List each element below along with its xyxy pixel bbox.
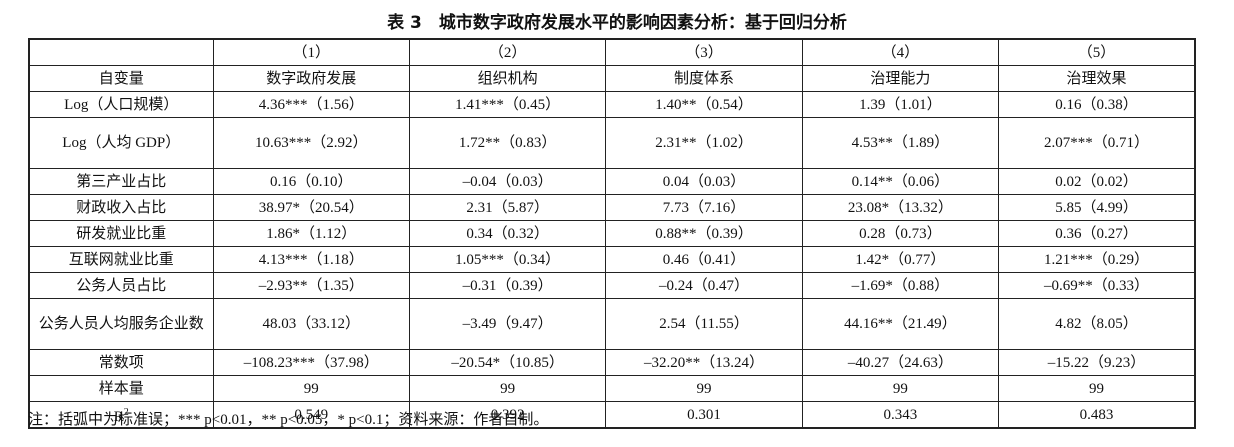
model-number: （1） <box>212 38 410 66</box>
cell: 0.16（0.10） <box>212 168 410 195</box>
header-row: 自变量 数字政府发展 组织机构 制度体系 治理能力 治理效果 <box>28 65 1196 92</box>
row-label: 财政收入占比 <box>28 194 214 221</box>
header-cell: 组织机构 <box>408 65 607 92</box>
cell: 4.13***（1.18） <box>212 246 410 273</box>
cell: 1.86*（1.12） <box>212 220 410 247</box>
model-number: （4） <box>801 38 1000 66</box>
row-label: 常数项 <box>28 349 214 376</box>
cell: 0.02（0.02） <box>998 168 1196 195</box>
cell: 99 <box>801 375 1000 402</box>
data-row: 样本量 99 99 99 99 99 <box>28 375 1196 402</box>
data-row: Log（人口规模） 4.36***（1.56） 1.41***（0.45） 1.40*… <box>28 91 1196 118</box>
row-label: 样本量 <box>28 375 214 402</box>
cell: 0.34（0.32） <box>408 220 607 247</box>
cell: –1.69*（0.88） <box>801 272 1000 299</box>
cell: –15.22（9.23） <box>998 349 1196 376</box>
table-note: 注：括弧中为标准误；*** p<0.01，** p<0.05，* p<0.1；资… <box>28 412 549 428</box>
corner-cell <box>28 38 214 66</box>
data-row: 公务人员占比 –2.93**（1.35） –0.31（0.39） –0.24（0.47… <box>28 272 1196 299</box>
data-row: 公务人员人均服务企业数 48.03（33.12） –3.49（9.47） 2.54（1… <box>28 298 1196 350</box>
cell: –2.93**（1.35） <box>212 272 410 299</box>
table-title: 表 3 城市数字政府发展水平的影响因素分析：基于回归分析 <box>387 13 847 33</box>
header-cell: 制度体系 <box>605 65 803 92</box>
cell: 0.14**（0.06） <box>801 168 1000 195</box>
cell: 4.53**（1.89） <box>801 117 1000 169</box>
cell: –40.27（24.63） <box>801 349 1000 376</box>
cell: 0.36（0.27） <box>998 220 1196 247</box>
cell: 0.28（0.73） <box>801 220 1000 247</box>
cell: 10.63***（2.92） <box>212 117 410 169</box>
row-label: R2 <box>28 401 214 429</box>
cell: 48.03（33.12） <box>212 298 410 350</box>
cell: 0.301 <box>605 401 803 429</box>
cell: 23.08*（13.32） <box>801 194 1000 221</box>
cell: 2.31（5.87） <box>408 194 607 221</box>
model-number: （3） <box>605 38 803 66</box>
cell: –108.23***（37.98） <box>212 349 410 376</box>
cell: –0.69**（0.33） <box>998 272 1196 299</box>
cell: –3.49（9.47） <box>408 298 607 350</box>
cell: 0.483 <box>998 401 1196 429</box>
cell: 1.21***（0.29） <box>998 246 1196 273</box>
regression-table: （1） （2） （3） （4） （5） 自变量 数字政府发展 组织机构 制度体系 治理能力 治理效果… <box>28 38 1196 429</box>
header-cell: 自变量 <box>28 65 214 92</box>
cell: 0.392 <box>408 401 607 429</box>
cell: –0.31（0.39） <box>408 272 607 299</box>
cell: –0.24（0.47） <box>605 272 803 299</box>
cell: 0.04（0.03） <box>605 168 803 195</box>
data-row: 财政收入占比 38.97*（20.54） 2.31（5.87） 7.73（7.16） 2… <box>28 194 1196 221</box>
cell: 1.41***（0.45） <box>408 91 607 118</box>
cell: 0.16（0.38） <box>998 91 1196 118</box>
row-label: Log（人口规模） <box>28 91 214 118</box>
cell: 44.16**（21.49） <box>801 298 1000 350</box>
cell: 0.46（0.41） <box>605 246 803 273</box>
row-label: 公务人员人均服务企业数 <box>28 298 214 350</box>
cell: 1.39（1.01） <box>801 91 1000 118</box>
header-cell: 治理效果 <box>998 65 1196 92</box>
cell: 2.31**（1.02） <box>605 117 803 169</box>
row-label: 研发就业比重 <box>28 220 214 247</box>
row-label: 互联网就业比重 <box>28 246 214 273</box>
cell: 38.97*（20.54） <box>212 194 410 221</box>
data-row: R2 0.549 0.392 0.301 0.343 0.483 <box>28 401 1196 429</box>
header-row: （1） （2） （3） （4） （5） <box>28 38 1196 66</box>
cell: 99 <box>408 375 607 402</box>
cell: 4.36***（1.56） <box>212 91 410 118</box>
row-label: Log（人均 GDP） <box>28 117 214 169</box>
data-row: 互联网就业比重 4.13***（1.18） 1.05***（0.34） 0.46（0.… <box>28 246 1196 273</box>
cell: 2.07***（0.71） <box>998 117 1196 169</box>
cell: 1.40**（0.54） <box>605 91 803 118</box>
cell: 0.549 <box>212 401 410 429</box>
cell: 1.05***（0.34） <box>408 246 607 273</box>
row-label: 第三产业占比 <box>28 168 214 195</box>
data-row: 第三产业占比 0.16（0.10） –0.04（0.03） 0.04（0.03） 0.1… <box>28 168 1196 195</box>
cell: 99 <box>998 375 1196 402</box>
header-cell: 治理能力 <box>801 65 1000 92</box>
data-row: 常数项 –108.23***（37.98） –20.54*（10.85） –32.20… <box>28 349 1196 376</box>
header-cell: 数字政府发展 <box>212 65 410 92</box>
cell: 99 <box>605 375 803 402</box>
model-number: （2） <box>408 38 607 66</box>
cell: –32.20**（13.24） <box>605 349 803 376</box>
cell: 5.85（4.99） <box>998 194 1196 221</box>
cell: 99 <box>212 375 410 402</box>
row-label-base: R <box>113 408 124 425</box>
cell: 0.343 <box>801 401 1000 429</box>
cell: 7.73（7.16） <box>605 194 803 221</box>
cell: –20.54*（10.85） <box>408 349 607 376</box>
cell: 4.82（8.05） <box>998 298 1196 350</box>
cell: –0.04（0.03） <box>408 168 607 195</box>
row-label: 公务人员占比 <box>28 272 214 299</box>
cell: 1.42*（0.77） <box>801 246 1000 273</box>
cell: 1.72**（0.83） <box>408 117 607 169</box>
data-row: 研发就业比重 1.86*（1.12） 0.34（0.32） 0.88**（0.39） 0… <box>28 220 1196 247</box>
model-number: （5） <box>998 38 1196 66</box>
cell: 0.88**（0.39） <box>605 220 803 247</box>
data-row: Log（人均 GDP） 10.63***（2.92） 1.72**（0.83） 2.3… <box>28 117 1196 169</box>
cell: 2.54（11.55） <box>605 298 803 350</box>
row-label-sup: 2 <box>123 406 129 418</box>
